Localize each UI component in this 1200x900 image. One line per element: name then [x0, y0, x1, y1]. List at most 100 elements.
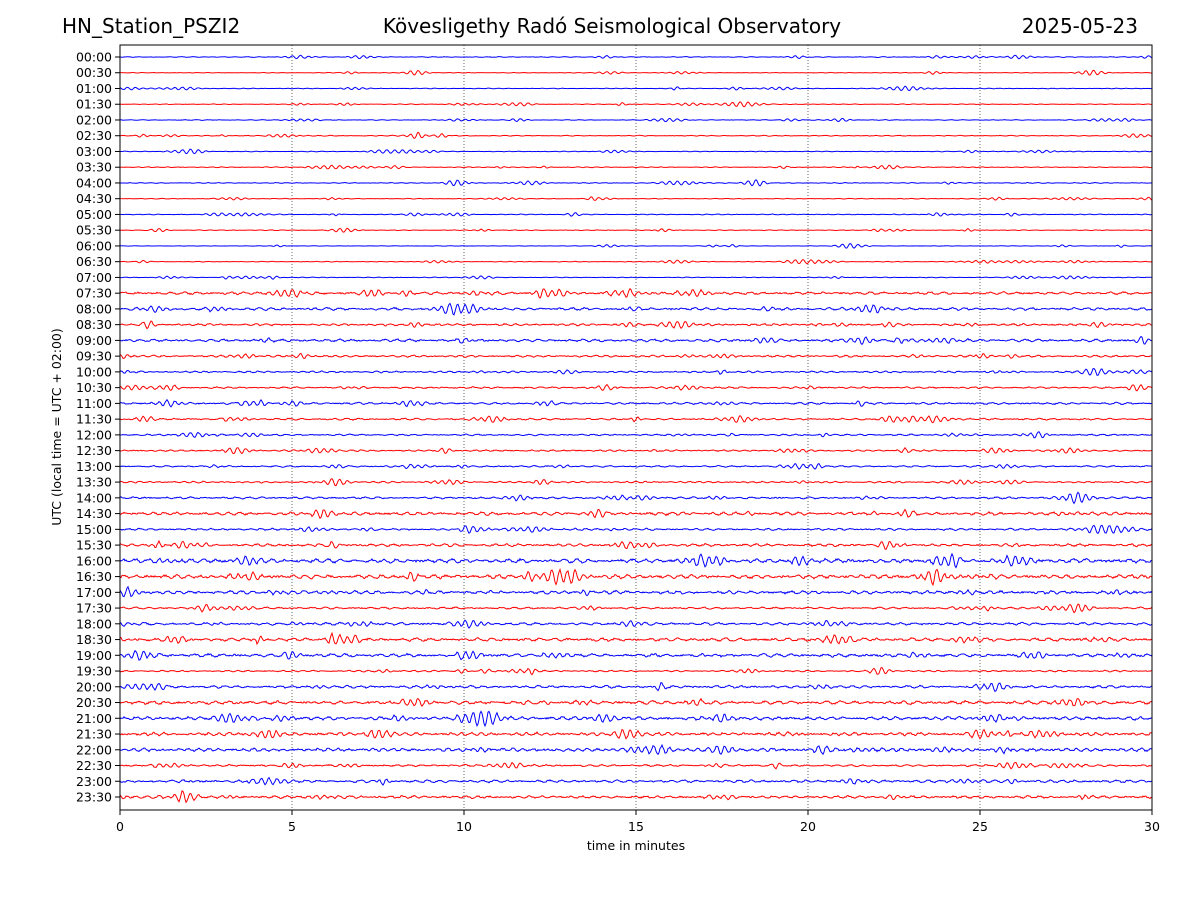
y-tick-label: 15:00 — [76, 522, 112, 537]
trace-2000 — [119, 681, 1153, 693]
x-tick-label: 20 — [800, 819, 816, 834]
y-tick-label: 21:00 — [76, 711, 112, 726]
y-tick-label: 06:00 — [76, 238, 112, 253]
x-tick-label: 5 — [288, 819, 296, 834]
trace-1330 — [119, 478, 1153, 487]
y-tick-label: 16:00 — [76, 553, 112, 568]
y-tick-label: 17:00 — [76, 585, 112, 600]
trace-1900 — [119, 649, 1153, 661]
trace-0630 — [119, 259, 1153, 265]
y-tick-label: 16:30 — [76, 569, 112, 584]
y-tick-label: 18:00 — [76, 616, 112, 631]
trace-1230 — [119, 446, 1153, 455]
trace-2100 — [119, 710, 1153, 728]
trace-0330 — [119, 164, 1153, 170]
trace-0030 — [119, 69, 1153, 76]
y-tick-label: 00:00 — [76, 50, 112, 65]
trace-2300 — [119, 776, 1153, 786]
plot-frame — [119, 44, 1153, 811]
trace-0300 — [119, 148, 1153, 155]
trace-0930 — [119, 352, 1153, 359]
trace-0400 — [119, 179, 1153, 187]
y-tick-label: 07:00 — [76, 270, 112, 285]
trace-2230 — [119, 761, 1153, 770]
y-tick-label: 10:30 — [76, 380, 112, 395]
y-tick-label: 18:30 — [76, 632, 112, 647]
x-tick-label: 30 — [1144, 819, 1160, 834]
y-tick-label: 01:00 — [76, 81, 112, 96]
y-tick-label: 08:00 — [76, 301, 112, 316]
trace-1400 — [119, 491, 1153, 505]
y-tick-label: 17:30 — [76, 601, 112, 616]
y-tick-label: 13:00 — [76, 459, 112, 474]
y-tick-label: 19:00 — [76, 648, 112, 663]
trace-2030 — [119, 697, 1153, 707]
y-tick-label: 02:30 — [76, 128, 112, 143]
trace-1730 — [119, 603, 1153, 614]
y-tick-label: 14:30 — [76, 506, 112, 521]
y-tick-label: 12:00 — [76, 427, 112, 442]
trace-0830 — [119, 320, 1153, 330]
y-tick-label: 03:30 — [76, 160, 112, 175]
trace-1830 — [119, 631, 1153, 646]
y-tick-label: 20:00 — [76, 679, 112, 694]
trace-1600 — [119, 552, 1153, 569]
x-tick-label: 15 — [628, 819, 644, 834]
trace-1500 — [119, 524, 1153, 534]
y-tick-label: 22:30 — [76, 758, 112, 773]
trace-2130 — [119, 728, 1153, 740]
y-tick-label: 23:30 — [76, 790, 112, 805]
trace-1100 — [119, 398, 1153, 408]
trace-1030 — [119, 383, 1153, 392]
y-tick-label: 23:00 — [76, 774, 112, 789]
y-tick-label: 07:30 — [76, 286, 112, 301]
trace-0230 — [119, 131, 1153, 139]
trace-2330 — [119, 790, 1153, 804]
y-tick-label: 22:00 — [76, 742, 112, 757]
y-tick-label: 13:30 — [76, 475, 112, 490]
trace-1000 — [119, 367, 1153, 376]
trace-1130 — [119, 414, 1153, 424]
x-tick-label: 0 — [116, 819, 124, 834]
y-tick-label: 01:30 — [76, 97, 112, 112]
trace-0900 — [119, 335, 1153, 346]
station-title: HN_Station_PSZI2 — [62, 14, 241, 38]
trace-0600 — [119, 242, 1153, 249]
y-tick-label: 19:30 — [76, 664, 112, 679]
trace-1200 — [119, 431, 1153, 439]
trace-1630 — [119, 567, 1153, 587]
y-tick-label: 05:30 — [76, 223, 112, 238]
trace-0800 — [119, 302, 1153, 316]
trace-0700 — [119, 275, 1153, 280]
y-tick-label: 02:00 — [76, 112, 112, 127]
trace-0130 — [119, 101, 1153, 108]
trace-1930 — [119, 667, 1153, 676]
x-axis-label: time in minutes — [587, 838, 685, 853]
y-tick-label: 15:30 — [76, 538, 112, 553]
y-tick-label: 14:00 — [76, 490, 112, 505]
y-tick-label: 08:30 — [76, 317, 112, 332]
y-tick-label: 11:30 — [76, 412, 112, 427]
y-tick-label: 06:30 — [76, 254, 112, 269]
y-tick-label: 11:00 — [76, 396, 112, 411]
y-tick-label: 12:30 — [76, 443, 112, 458]
trace-0000 — [119, 54, 1153, 60]
x-tick-label: 10 — [456, 819, 472, 834]
observatory-title: Kövesligethy Radó Seismological Observat… — [382, 14, 842, 38]
y-tick-label: 09:00 — [76, 333, 112, 348]
trace-2200 — [119, 743, 1153, 756]
y-tick-label: 10:00 — [76, 364, 112, 379]
y-tick-label: 04:00 — [76, 175, 112, 190]
y-tick-label: 21:30 — [76, 727, 112, 742]
y-tick-label: 05:00 — [76, 207, 112, 222]
x-tick-label: 25 — [972, 819, 988, 834]
trace-0430 — [119, 196, 1153, 202]
trace-0730 — [119, 287, 1153, 299]
trace-1530 — [119, 539, 1153, 550]
y-tick-label: 09:30 — [76, 349, 112, 364]
trace-0200 — [119, 117, 1153, 123]
y-tick-label: 04:30 — [76, 191, 112, 206]
y-tick-label: 20:30 — [76, 695, 112, 710]
date-title: 2025-05-23 — [1021, 14, 1138, 38]
